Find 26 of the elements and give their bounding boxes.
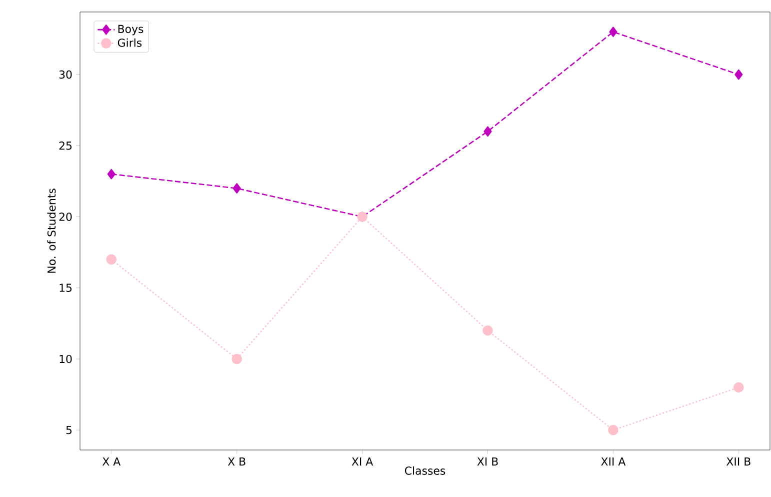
y-tick-label: 20 (59, 212, 72, 221)
legend-label: Girls (118, 38, 142, 47)
y-tick-label: 30 (59, 70, 72, 79)
point (107, 168, 116, 180)
point (608, 424, 618, 436)
x-axis-title: Classes (404, 466, 446, 475)
point (734, 69, 743, 80)
x-tick-label: X A (102, 458, 121, 466)
point (106, 254, 117, 265)
y-tick-label: 15 (60, 284, 72, 292)
y-tick-label: 10 (60, 354, 72, 364)
y-axis-title: No. of Students (47, 188, 56, 273)
legend-label: Boys (118, 24, 144, 36)
x-tick-label: X B (228, 458, 246, 466)
point (232, 183, 241, 194)
y-tick-label: 25 (59, 142, 72, 150)
point (733, 382, 744, 393)
x-tick-label: XII A (601, 458, 626, 466)
x-tick-label: XI A (352, 458, 374, 466)
point (482, 325, 493, 336)
point (484, 126, 492, 137)
point (232, 354, 242, 364)
point (609, 26, 618, 38)
x-tick-label: XI B (477, 458, 498, 466)
x-tick-label: XII B (726, 458, 750, 466)
y-tick-label: 5 (66, 426, 72, 434)
